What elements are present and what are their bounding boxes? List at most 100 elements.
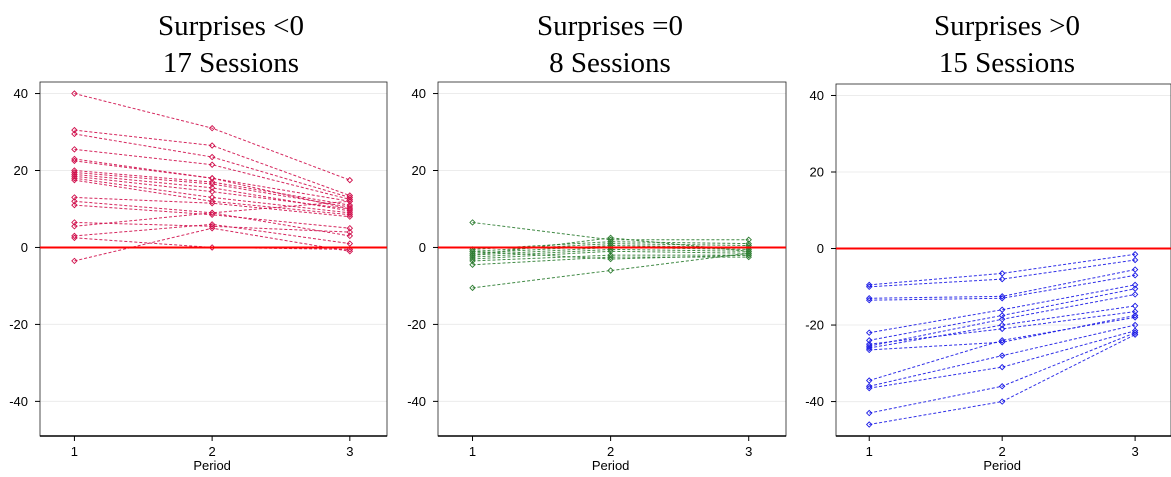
series-line: [472, 221, 749, 241]
y-tick-label: -40: [9, 394, 28, 409]
data-point: [1131, 291, 1139, 298]
panel-2: Surprises =0 8 Sessions 40 20 0 -20 -40 1 2 3 Peri…: [407, 10, 787, 473]
data-point: [865, 383, 873, 390]
x-tick-label: 2: [607, 444, 614, 459]
y-tick-label: 40: [810, 88, 824, 103]
data-point: [208, 198, 216, 205]
series-line: [74, 148, 350, 200]
data-point: [607, 251, 614, 259]
y-tick-label: 0: [817, 241, 824, 256]
data-point: [71, 257, 78, 265]
data-point: [865, 344, 873, 352]
series-line: [74, 93, 350, 181]
data-point: [998, 383, 1006, 390]
data-point: [1131, 329, 1139, 336]
data-point: [208, 209, 216, 217]
data-point: [71, 90, 78, 97]
series-line: [869, 334, 1136, 426]
data-point: [998, 321, 1006, 329]
series-line: [869, 330, 1136, 389]
data-point: [998, 295, 1006, 302]
series-line: [74, 133, 350, 198]
data-point: [71, 194, 78, 201]
y-tick-label: 40: [14, 86, 28, 101]
x-axis-label: Period: [983, 458, 1021, 473]
data-point: [208, 142, 216, 149]
data-point: [208, 224, 216, 232]
data-point: [71, 173, 78, 180]
y-tick-label: 40: [412, 86, 426, 101]
y-tick-label: 0: [419, 240, 426, 255]
panel-3: Surprises >0 15 Sessions 40 20 0 -20 -40 1 2 3 Per…: [805, 10, 1171, 473]
y-tick-label: 0: [21, 240, 28, 255]
series-line: [869, 284, 1136, 334]
series-line: [74, 237, 350, 250]
data-point: [208, 153, 216, 161]
data-point: [71, 232, 78, 240]
data-point: [346, 209, 354, 217]
x-tick-label: 3: [1131, 444, 1138, 459]
data-point: [998, 325, 1006, 333]
data-point: [469, 251, 476, 259]
data-point: [865, 384, 873, 392]
series-line: [472, 252, 749, 289]
series-line: [472, 254, 749, 262]
data-point: [71, 157, 78, 165]
data-point: [1131, 312, 1139, 319]
x-tick-label: 3: [346, 444, 353, 459]
series-line: [472, 243, 749, 252]
series-line: [74, 158, 350, 202]
panel-title: Surprises =0: [537, 10, 683, 42]
data-point: [346, 211, 354, 218]
y-tick-label: 20: [14, 163, 28, 178]
data-point: [1131, 331, 1139, 338]
series-line: [472, 256, 749, 266]
series-line: [869, 274, 1136, 301]
y-tick-label: -40: [407, 394, 426, 409]
data-point: [208, 221, 216, 228]
series-line: [869, 259, 1136, 288]
data-point: [346, 198, 354, 205]
panel-subtitle: 15 Sessions: [939, 47, 1075, 79]
series-line: [472, 248, 749, 258]
series-line: [472, 250, 749, 260]
data-point: [1131, 314, 1139, 321]
y-tick-label: -40: [805, 394, 824, 409]
data-point: [71, 146, 78, 153]
y-tick-label: -20: [9, 317, 28, 332]
x-tick-label: 2: [209, 444, 216, 459]
data-point: [469, 248, 476, 255]
data-point: [998, 293, 1006, 300]
y-tick-label: 20: [412, 163, 426, 178]
x-tick-label: 3: [745, 444, 752, 459]
data-point: [346, 176, 354, 184]
series-line: [869, 324, 1136, 387]
series-line: [74, 129, 350, 196]
data-point: [71, 201, 78, 209]
series-line: [74, 179, 350, 216]
panel-title: Surprises >0: [934, 10, 1080, 42]
data-point: [208, 184, 216, 192]
data-point: [607, 267, 614, 274]
data-point: [865, 421, 873, 428]
x-tick-label: 1: [866, 444, 873, 459]
series-line: [74, 196, 350, 218]
series-line: [74, 204, 350, 229]
x-tick-label: 1: [71, 444, 78, 459]
data-point: [865, 283, 873, 291]
series-line: [74, 171, 350, 208]
data-point: [469, 284, 476, 292]
data-point: [208, 161, 216, 168]
data-point: [998, 337, 1006, 344]
plot-frame: [39, 81, 388, 437]
x-axis-label: Period: [592, 458, 630, 473]
data-point: [998, 398, 1006, 405]
data-point: [998, 363, 1006, 371]
series-line: [74, 160, 350, 210]
panel-subtitle: 17 Sessions: [163, 47, 299, 79]
y-tick-label: -20: [805, 318, 824, 333]
data-point: [71, 155, 78, 163]
data-point: [998, 352, 1006, 359]
data-point: [208, 124, 216, 132]
